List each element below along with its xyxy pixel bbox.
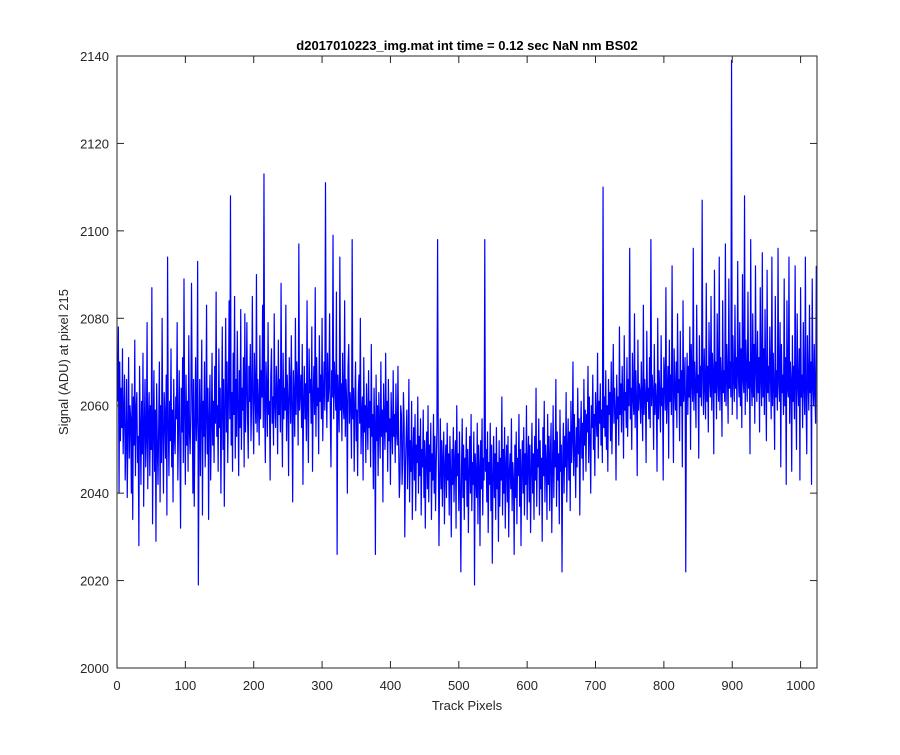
x-tick-label: 200 bbox=[243, 678, 265, 693]
y-tick-label: 2120 bbox=[80, 136, 109, 151]
x-tick-label: 600 bbox=[516, 678, 538, 693]
series-line-1 bbox=[117, 59, 817, 586]
x-tick-label: 300 bbox=[311, 678, 333, 693]
x-tick-label: 100 bbox=[175, 678, 197, 693]
x-tick-label: 800 bbox=[653, 678, 675, 693]
y-tick-label: 2140 bbox=[80, 49, 109, 64]
y-axis: 2000 2020 2040 2060 2080 2100 2120 2140 bbox=[80, 49, 817, 676]
y-tick-label: 2080 bbox=[80, 311, 109, 326]
x-axis-label: Track Pixels bbox=[432, 698, 503, 713]
y-tick-label: 2100 bbox=[80, 224, 109, 239]
x-axis: 0 100 200 300 400 500 600 700 800 900 1000 bbox=[113, 56, 815, 693]
y-tick-label: 2000 bbox=[80, 661, 109, 676]
y-tick-label: 2060 bbox=[80, 399, 109, 414]
x-tick-label: 1000 bbox=[786, 678, 815, 693]
x-tick-label: 0 bbox=[113, 678, 120, 693]
y-tick-label: 2020 bbox=[80, 574, 109, 589]
x-tick-label: 700 bbox=[585, 678, 607, 693]
x-tick-label: 900 bbox=[721, 678, 743, 693]
plot-area-border bbox=[116, 55, 818, 669]
x-tick-label: 400 bbox=[380, 678, 402, 693]
y-tick-label: 2040 bbox=[80, 486, 109, 501]
x-tick-label: 500 bbox=[448, 678, 470, 693]
chart-title: d2017010223_img.mat int time = 0.12 sec … bbox=[296, 38, 637, 53]
y-axis-label: Signal (ADU) at pixel 215 bbox=[56, 289, 71, 435]
series-layer bbox=[117, 59, 817, 586]
